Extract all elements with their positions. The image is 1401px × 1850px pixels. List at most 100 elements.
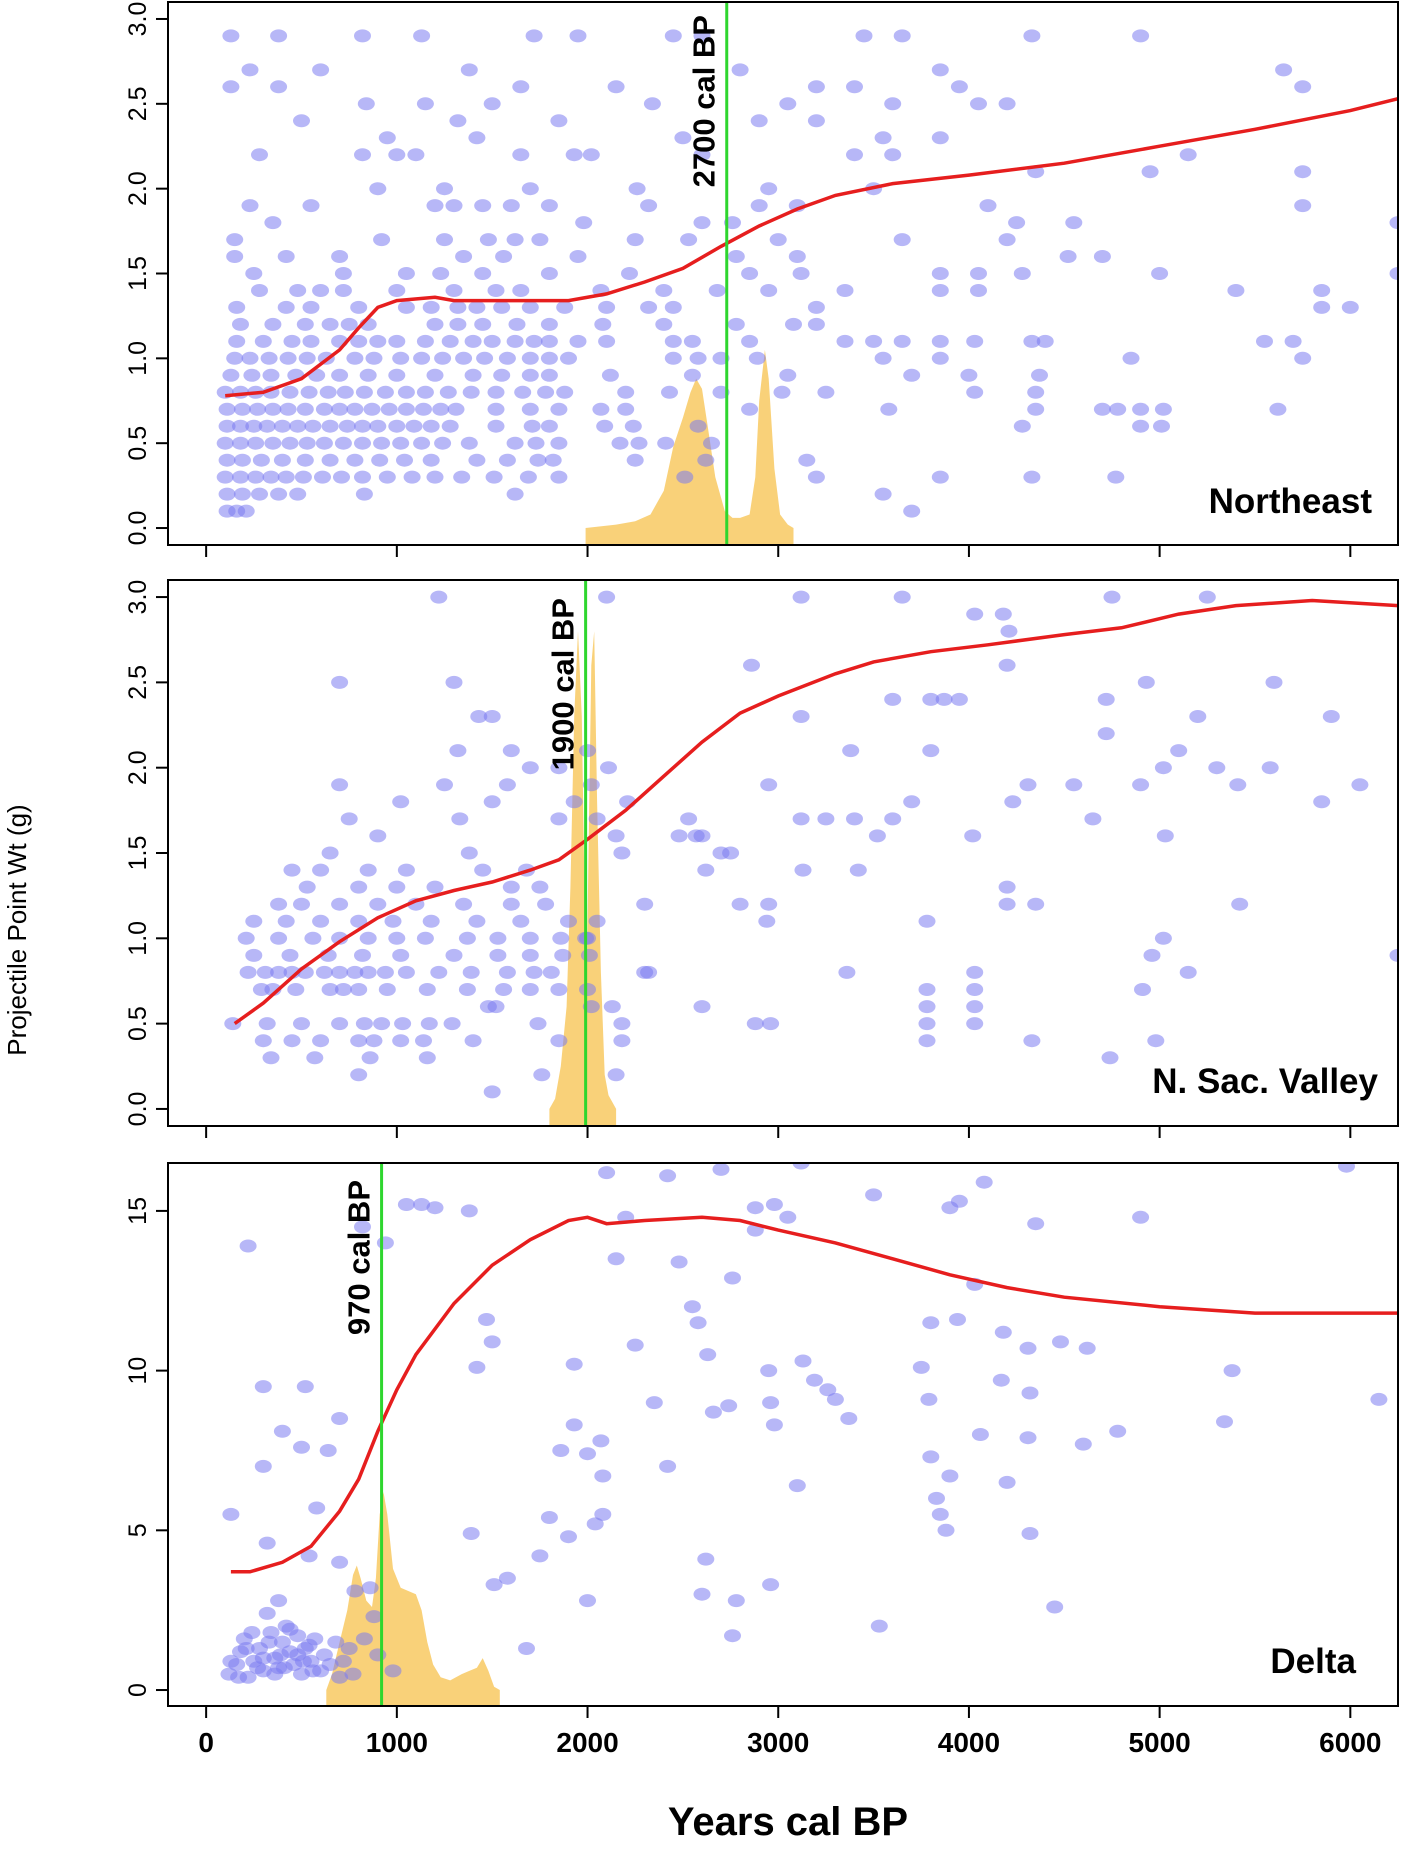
data-point [360,966,377,979]
data-point [627,233,644,246]
data-point [449,114,466,127]
y-tick-label: 1.0 [124,341,152,376]
data-point [299,352,316,365]
data-point [388,369,405,382]
data-point [550,437,567,450]
data-point [566,1418,583,1431]
data-point [312,284,329,297]
data-point [793,812,810,825]
data-point [274,420,291,433]
data-point [331,250,348,263]
data-point [415,403,432,416]
data-point [793,267,810,280]
data-point [364,403,381,416]
data-point [468,301,485,314]
data-point [579,983,596,996]
data-point [301,1639,318,1652]
data-point [604,1000,621,1013]
data-point [474,318,491,331]
x-tick-label: 4000 [938,1727,1000,1758]
data-point [377,386,394,399]
data-point [1132,29,1149,42]
data-point [222,29,239,42]
data-point [398,1198,415,1211]
data-point [980,199,997,212]
data-point [388,148,405,161]
data-point [449,744,466,757]
data-point [1098,727,1115,740]
data-point [556,301,573,314]
data-point [341,318,358,331]
data-point [728,250,745,263]
data-point [381,403,398,416]
data-point [345,1668,362,1681]
data-point [671,829,688,842]
data-point [1132,1211,1149,1224]
data-point [293,114,310,127]
data-point [461,1204,478,1217]
data-point [448,403,465,416]
data-point [594,1470,611,1483]
data-point [303,301,320,314]
data-point [1094,250,1111,263]
data-point [817,812,834,825]
data-point [671,1256,688,1269]
data-point [261,1636,278,1649]
data-point [354,29,371,42]
y-tick-label: 0.5 [124,426,152,461]
data-point [655,284,672,297]
data-point [720,1399,737,1412]
data-point [766,1198,783,1211]
data-point [362,1051,379,1064]
data-point [1098,693,1115,706]
data-point [972,1428,989,1441]
data-point [413,29,430,42]
data-point [560,1530,577,1543]
data-point [699,1348,716,1361]
data-point [795,864,812,877]
data-point [541,1511,558,1524]
data-point [234,403,251,416]
data-point [774,386,791,399]
data-point [379,983,396,996]
data-point [941,1470,958,1483]
panel-title: Delta [1270,1642,1356,1681]
data-point [949,1313,966,1326]
data-point [230,1671,247,1684]
data-point [1216,1415,1233,1428]
data-point [270,488,287,501]
data-point [541,199,558,212]
data-point [570,29,587,42]
data-point [760,898,777,911]
data-point [407,148,424,161]
plot-area [221,1157,1399,1707]
data-point [507,335,524,348]
data-point [550,403,567,416]
data-point [1342,301,1359,314]
data-point [297,403,314,416]
data-point [617,386,634,399]
data-point [1224,1364,1241,1377]
data-point [644,97,661,110]
data-point [499,778,516,791]
data-point [760,778,777,791]
data-point [1134,983,1151,996]
data-point [598,335,615,348]
data-point [842,744,859,757]
data-point [303,199,320,212]
x-tick-label: 2000 [556,1727,618,1758]
data-point [255,1380,272,1393]
data-point [522,352,539,365]
x-tick-label: 3000 [747,1727,809,1758]
data-point [335,284,352,297]
data-point [697,1553,714,1566]
data-point [932,63,949,76]
y-tick-label: 1.5 [124,836,152,871]
data-point [503,881,520,894]
data-point [592,403,609,416]
data-point [238,1642,255,1655]
data-point [468,1361,485,1374]
data-point [240,966,257,979]
data-point [581,949,598,962]
data-point [964,829,981,842]
